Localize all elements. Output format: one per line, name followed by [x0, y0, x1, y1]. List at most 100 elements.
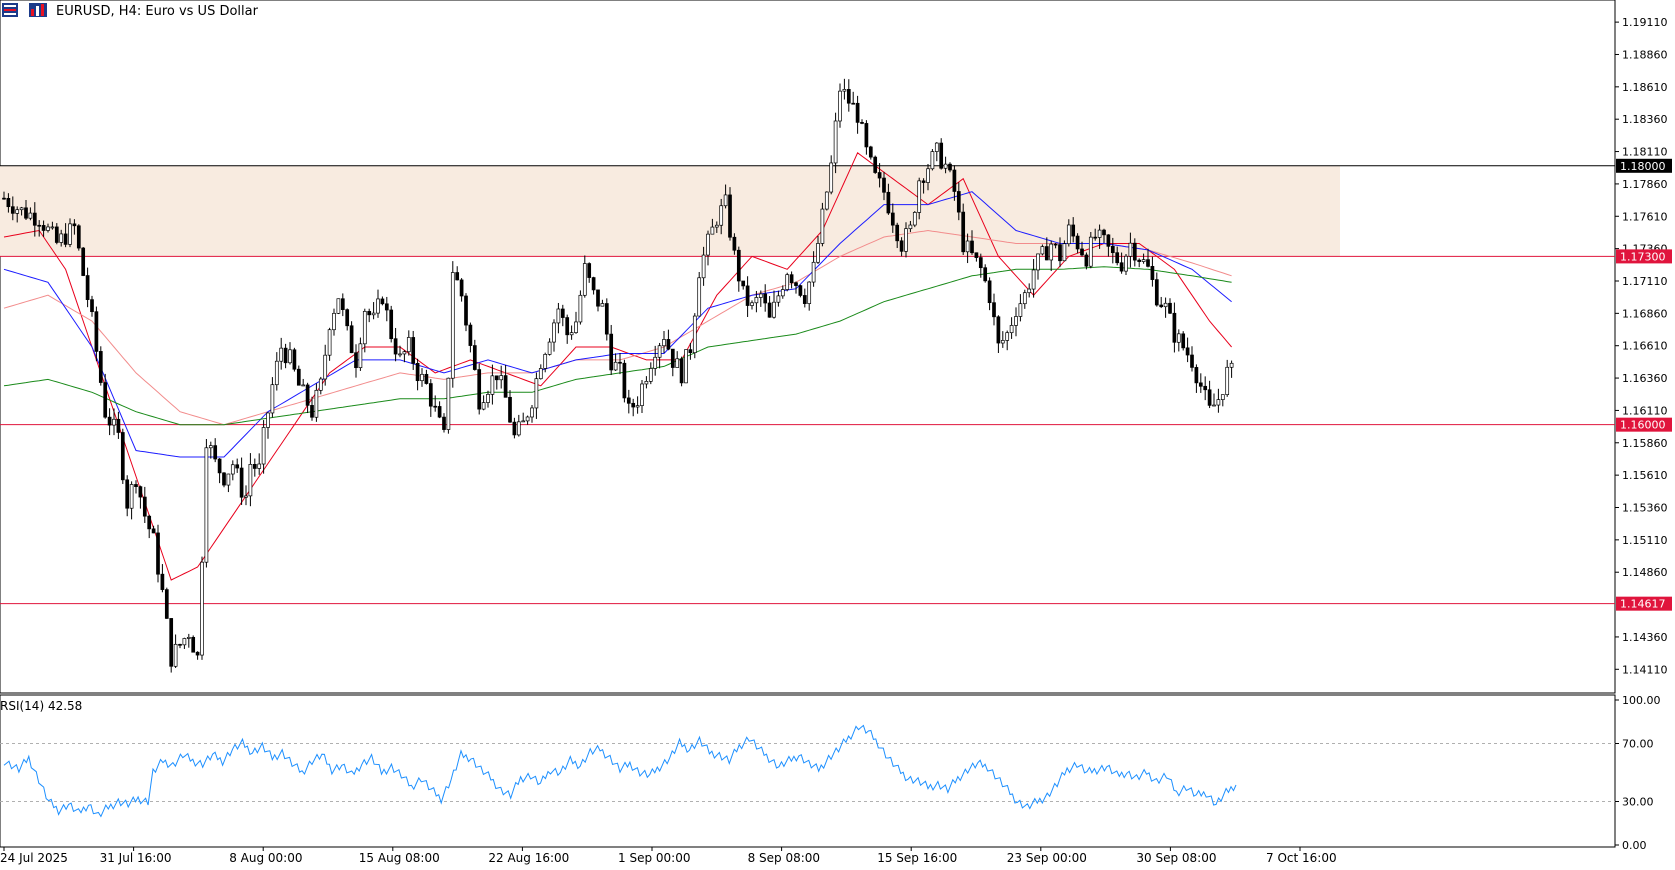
candle [415, 358, 420, 391]
candle [103, 373, 108, 419]
candle [494, 375, 499, 390]
time-tick-label-9: 30 Sep 08:00 [1136, 851, 1216, 865]
candle [569, 325, 574, 340]
candle [824, 191, 829, 211]
candle [1124, 253, 1128, 275]
candle [754, 290, 759, 313]
candle [525, 415, 530, 425]
candle [486, 390, 490, 408]
time-tick-label-1: 31 Jul 16:00 [100, 851, 172, 865]
candle [613, 353, 618, 371]
price-axis[interactable]: 1.19110 1.18860 1.18610 1.18360 1.18110 1.178… [1615, 16, 1668, 676]
candle [1119, 252, 1124, 274]
candle [327, 327, 332, 361]
candle [820, 202, 825, 247]
candle [877, 163, 882, 188]
candle [1146, 248, 1150, 268]
candle [296, 365, 301, 386]
candle [1102, 228, 1106, 244]
candle [472, 339, 477, 371]
candle [1168, 298, 1172, 315]
candle [94, 306, 99, 362]
rsi-tick-label-0: 100.00 [1622, 694, 1661, 707]
rsi-axis[interactable]: 100.00 70.00 30.00 0.00 [1615, 694, 1661, 852]
candle [582, 255, 587, 298]
candle [547, 338, 552, 356]
candle [1000, 331, 1005, 348]
moving-averages [3, 152, 1232, 581]
bar-chart-icon[interactable] [29, 3, 47, 17]
candle [1150, 256, 1155, 287]
candle [1207, 380, 1212, 409]
time-tick-label-5: 1 Sep 00:00 [618, 851, 690, 865]
candle [948, 162, 952, 173]
candle [662, 331, 666, 354]
price-tick-label-9: 1.16860 [1622, 307, 1668, 320]
candle [556, 302, 561, 334]
candle [464, 293, 468, 332]
candle [714, 221, 719, 233]
candle [1014, 307, 1018, 337]
candle [1066, 219, 1071, 247]
candle [244, 485, 248, 506]
candle [666, 329, 671, 351]
candle [345, 308, 350, 331]
candle [76, 224, 81, 251]
candle [873, 155, 878, 174]
candle [908, 220, 913, 233]
price-tick-label-14: 1.15610 [1622, 469, 1668, 482]
candle [600, 299, 605, 307]
candle [142, 486, 147, 524]
candle [974, 252, 979, 262]
candle [688, 343, 693, 360]
candle [28, 207, 33, 221]
candle [552, 319, 556, 352]
price-tags: 1.18000 1.17300 1.16000 1.14617 [1616, 158, 1672, 611]
candle [292, 347, 297, 372]
candle [992, 293, 996, 326]
resistance-zone [0, 165, 1340, 257]
price-tick-label-0: 1.19110 [1622, 16, 1668, 29]
candle [318, 376, 323, 395]
candle [851, 91, 856, 105]
candle [147, 514, 152, 539]
candle [288, 342, 292, 365]
candle [358, 337, 363, 371]
candle [235, 458, 240, 473]
candle [376, 289, 380, 318]
candle [129, 481, 134, 520]
ma-line-2 [3, 191, 1232, 458]
candle [860, 119, 864, 125]
candle [521, 412, 526, 423]
hamburger-menu-icon[interactable] [2, 3, 18, 17]
price-tag-0: 1.18000 [1616, 158, 1672, 173]
candle [675, 351, 680, 368]
candle [15, 206, 20, 223]
candle [1212, 393, 1216, 407]
candle [138, 485, 143, 509]
candle [1088, 231, 1093, 269]
time-axis[interactable]: 24 Jul 2025 31 Jul 16:00 8 Aug 00:00 15 Aug… [0, 847, 1337, 865]
time-tick-label-3: 15 Aug 08:00 [359, 851, 440, 865]
candle [855, 95, 860, 134]
candle [591, 276, 596, 295]
time-tick-label-2: 8 Aug 00:00 [229, 851, 302, 865]
candle [1005, 330, 1010, 351]
candle [503, 364, 508, 398]
candle [1080, 241, 1084, 257]
candle [1062, 240, 1067, 262]
candle [890, 203, 895, 233]
candle [596, 289, 600, 312]
candle [895, 222, 900, 249]
candle [164, 587, 169, 619]
candle [745, 276, 750, 318]
candle [499, 365, 504, 389]
candle [151, 525, 156, 534]
candle [868, 145, 873, 160]
candle [1216, 388, 1221, 413]
candle [310, 396, 314, 421]
candle [428, 379, 433, 417]
ma-line-0 [3, 152, 1232, 581]
